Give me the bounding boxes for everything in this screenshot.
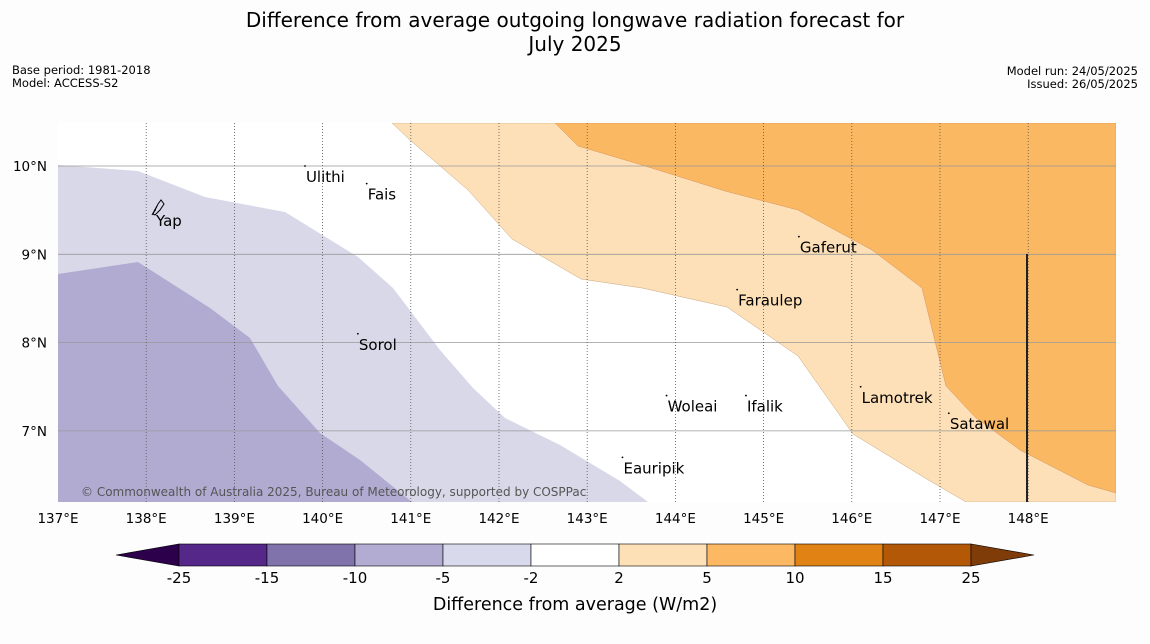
base-period-text: Base period: 1981-2018 <box>12 63 151 77</box>
colorbar-segment <box>178 543 268 567</box>
colorbar-segment <box>618 543 708 567</box>
latitude-label: 7°N <box>22 424 47 440</box>
place-name: Ulithi <box>306 168 345 186</box>
model-run-text: Model run: 24/05/2025 <box>1006 64 1138 78</box>
colorbar-tick-label: 25 <box>961 569 980 587</box>
map-title: Difference from average outgoing longwav… <box>0 8 1150 56</box>
longitude-label: 138°E <box>126 511 167 527</box>
place-marker <box>745 394 747 397</box>
place-ulithi: Ulithi <box>304 165 345 186</box>
colorbar-extend-high <box>970 543 1035 567</box>
issued-text: Issued: 26/05/2025 <box>1027 77 1138 91</box>
place-name: Lamotrek <box>862 389 933 407</box>
place-name: Satawal <box>950 415 1009 433</box>
colorbar-tick-label: 10 <box>785 569 804 587</box>
colorbar-segment <box>266 543 356 567</box>
longitude-gridlines <box>145 123 1029 502</box>
latitude-label: 9°N <box>22 247 47 263</box>
place-fais: Fais <box>365 182 397 204</box>
place-yap: Yap <box>154 209 182 230</box>
place-marker <box>304 165 306 167</box>
latitude-label: 8°N <box>22 336 47 352</box>
longitude-label: 148°E <box>1008 511 1049 527</box>
place-marker <box>621 456 624 459</box>
longitude-label: 143°E <box>567 511 608 527</box>
map-plot-area: Ulithi Fais Yap Sorol Gaferut Faraulep Woleai I… <box>58 123 1116 502</box>
colorbar-tick-label: -15 <box>255 569 280 587</box>
place-eauripik: Eauripik <box>621 456 685 477</box>
colorbar-segment <box>530 543 620 567</box>
longitude-label: 140°E <box>302 511 343 527</box>
colorbar-segment <box>882 543 972 567</box>
place-satawal: Satawal <box>947 412 1009 433</box>
latitude-label: 10°N <box>13 159 47 175</box>
colorbar-tick-label: 15 <box>873 569 892 587</box>
longitude-label: 144°E <box>655 511 696 527</box>
colorbar-segment <box>354 543 444 567</box>
place-name: Eauripik <box>623 459 684 477</box>
place-labels: Ulithi Fais Yap Sorol Gaferut Faraulep Woleai I… <box>154 165 1009 477</box>
longitude-label: 141°E <box>390 511 431 527</box>
place-name: Woleai <box>668 398 718 416</box>
map-title-line1: Difference from average outgoing longwav… <box>245 8 905 32</box>
place-sorol: Sorol <box>356 332 397 354</box>
longitude-label: 147°E <box>919 511 960 527</box>
place-name: Ifalik <box>747 398 783 416</box>
place-woleai: Woleai <box>665 394 718 416</box>
place-name: Sorol <box>359 336 397 354</box>
latitude-axis-labels: 10°N 9°N 8°N 7°N <box>13 159 47 440</box>
place-name: Gaferut <box>800 239 857 257</box>
colorbar-title: Difference from average (W/m2) <box>433 595 717 615</box>
place-marker <box>736 288 739 291</box>
place-ifalik: Ifalik <box>745 394 783 416</box>
colorbar-segment <box>794 543 884 567</box>
place-name: Fais <box>368 186 397 204</box>
place-marker <box>365 182 368 185</box>
place-marker <box>947 412 950 415</box>
longitude-label: 142°E <box>478 511 519 527</box>
colorbar-tick-label: -5 <box>436 569 451 587</box>
place-marker <box>797 235 800 238</box>
place-marker <box>154 209 156 212</box>
colorbar-tick-label: -10 <box>343 569 368 587</box>
metadata-right: Model run: 24/05/2025 Issued: 26/05/2025 <box>1007 65 1138 91</box>
place-marker <box>859 385 862 388</box>
metadata-left: Base period: 1981-2018 Model: ACCESS-S2 <box>12 64 151 90</box>
model-text: Model: ACCESS-S2 <box>12 76 119 90</box>
longitude-axis-labels: 137°E 138°E 139°E 140°E 141°E 142°E 143°E 144°E… <box>37 511 1048 527</box>
place-name: Yap <box>155 212 182 230</box>
colorbar-extend-low <box>115 543 180 567</box>
map-title-line2: July 2025 <box>528 32 622 56</box>
longitude-label: 137°E <box>37 511 78 527</box>
anomaly-region-positive-5-to-10 <box>554 123 1116 494</box>
longitude-label: 139°E <box>214 511 255 527</box>
colorbar-tick-label: -25 <box>167 569 192 587</box>
place-marker <box>665 394 668 397</box>
place-gaferut: Gaferut <box>797 235 857 257</box>
place-marker <box>356 332 359 335</box>
colorbar-segment <box>442 543 532 567</box>
place-lamotrek: Lamotrek <box>859 385 933 407</box>
colorbar-segment <box>706 543 796 567</box>
longitude-label: 146°E <box>831 511 872 527</box>
colorbar-tick-label: 5 <box>702 569 712 587</box>
copyright-text: © Commonwealth of Australia 2025, Bureau… <box>81 485 586 499</box>
longitude-label: 145°E <box>743 511 784 527</box>
colorbar-tick-label: 2 <box>614 569 624 587</box>
colorbar-tick-label: -2 <box>524 569 539 587</box>
place-name: Faraulep <box>738 292 802 310</box>
colorbar-legend: -25 -15 -10 -5 -2 2 5 10 15 25 <box>115 543 1035 587</box>
place-faraulep: Faraulep <box>736 288 802 310</box>
